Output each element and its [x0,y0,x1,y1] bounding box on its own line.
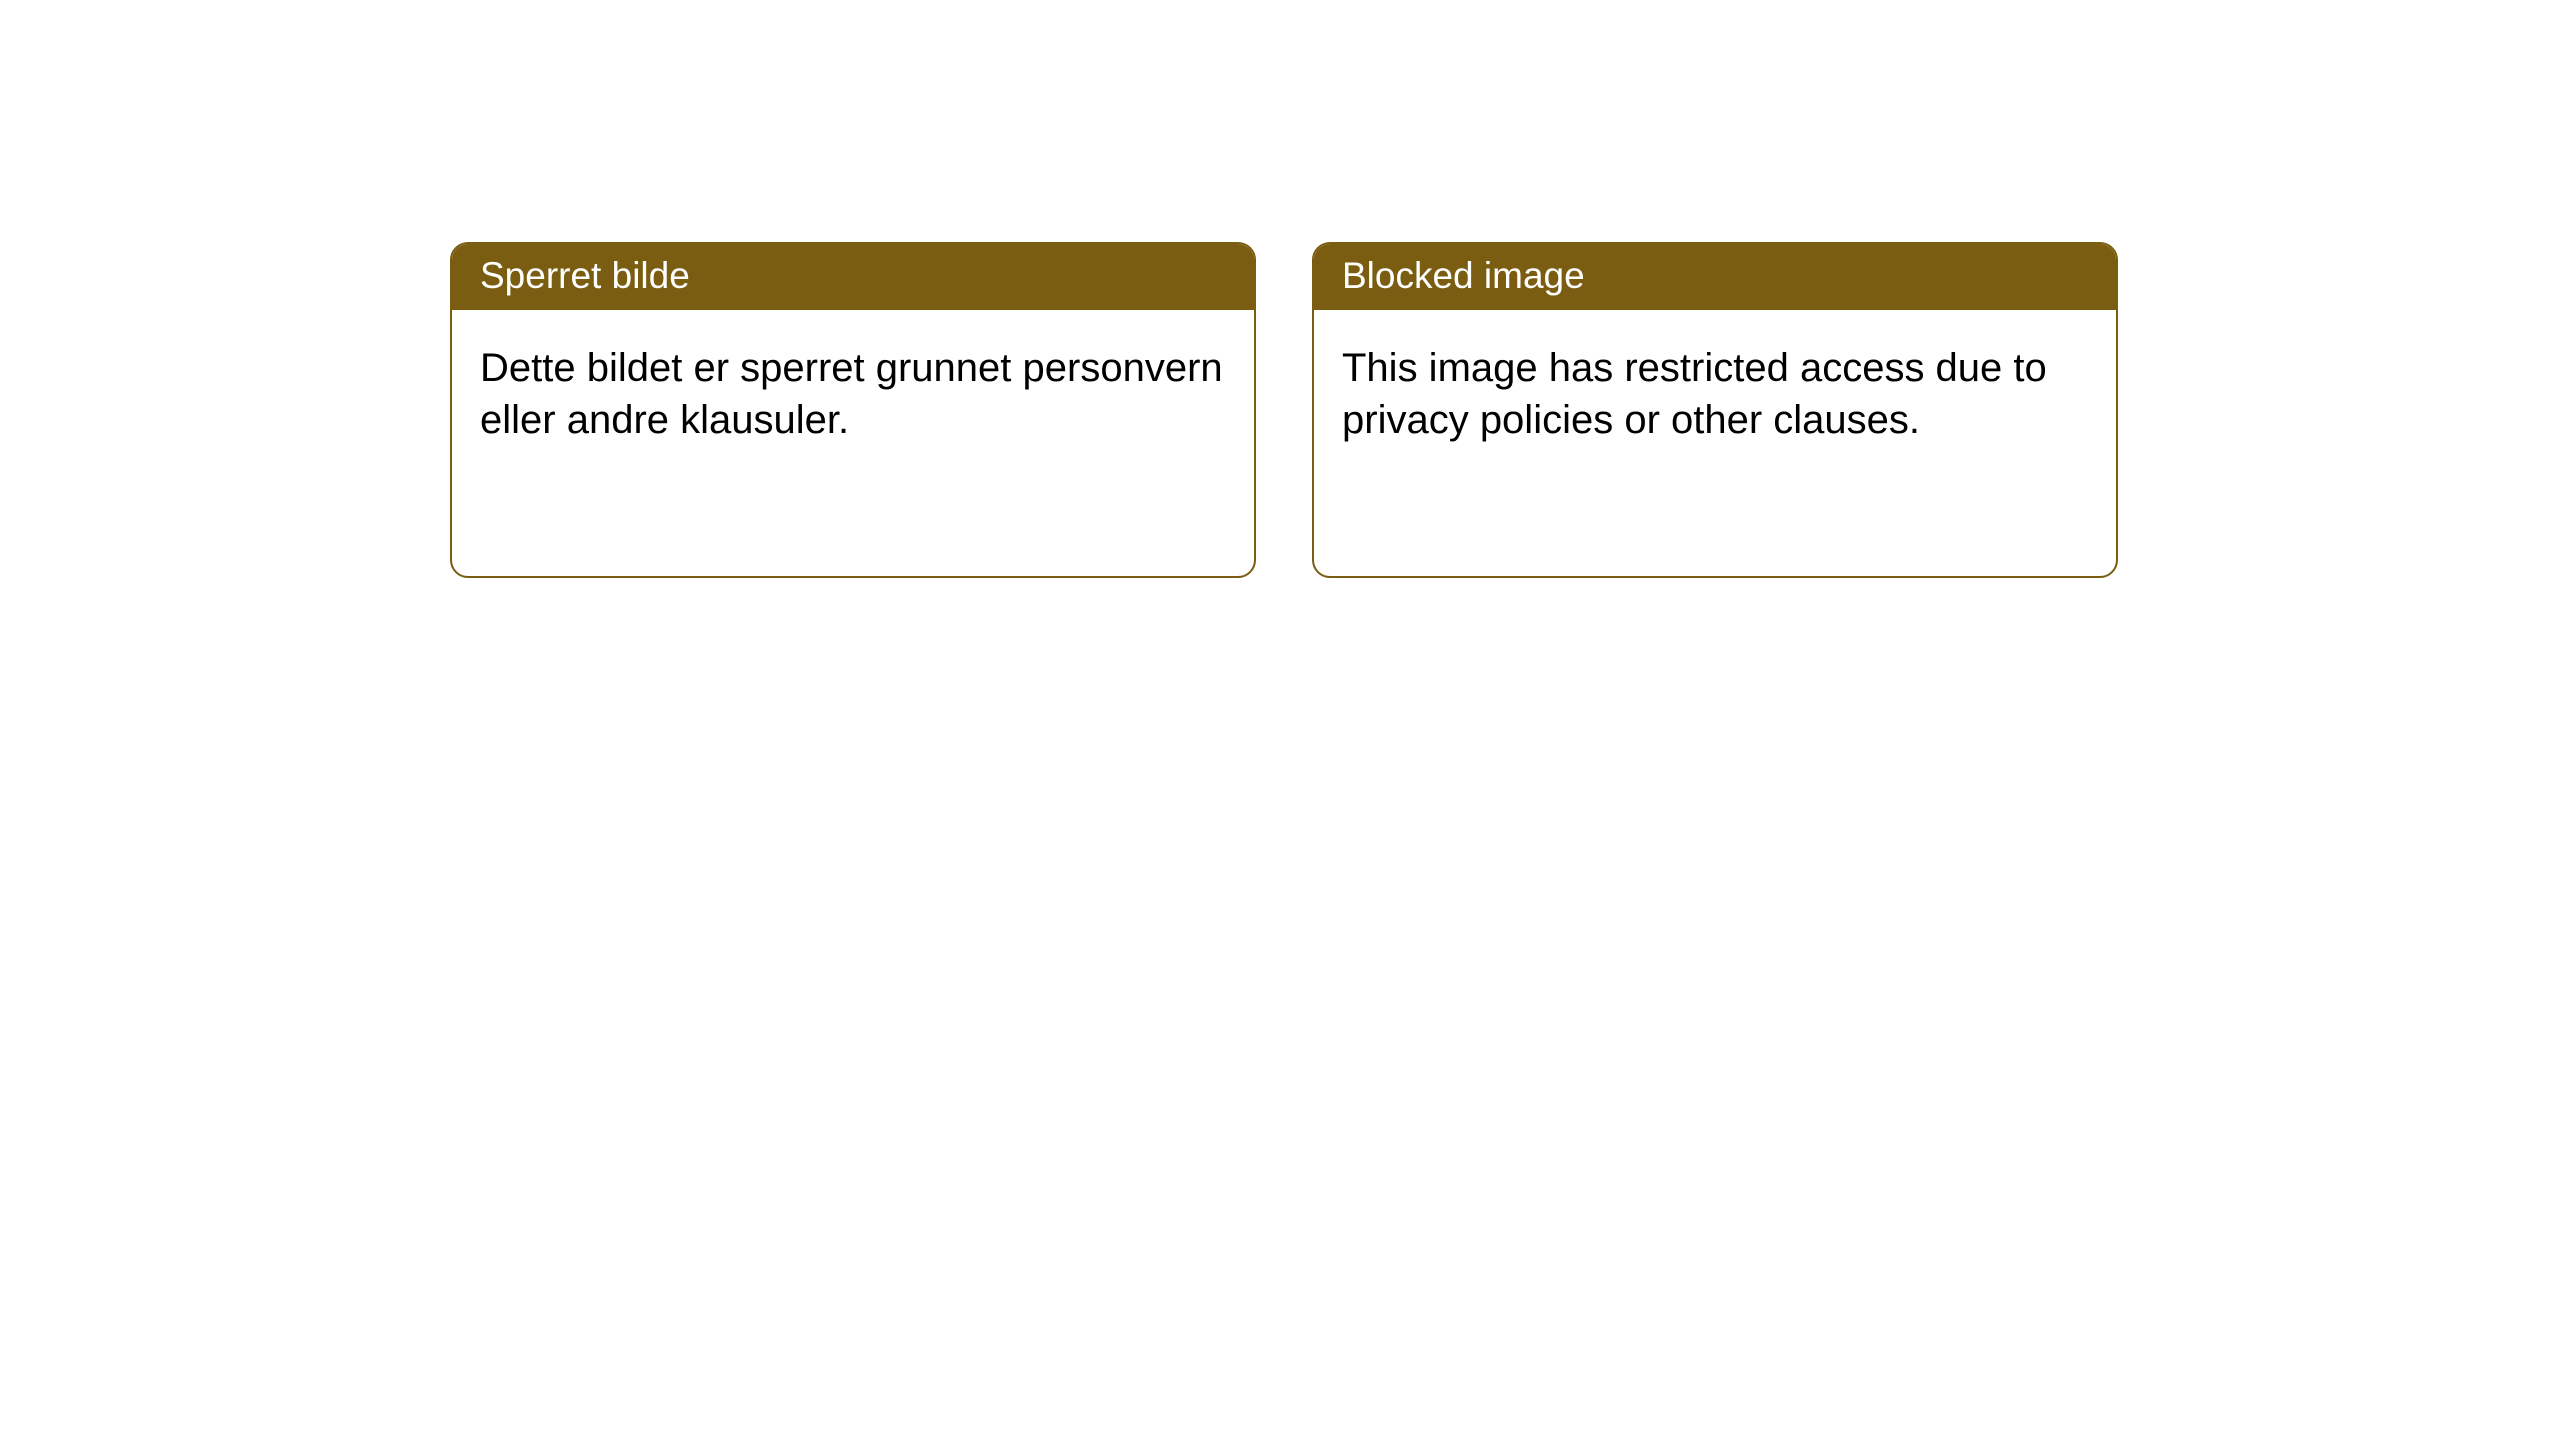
notice-title: Blocked image [1342,255,1585,296]
notice-body: This image has restricted access due to … [1314,310,2116,478]
notice-header: Blocked image [1314,244,2116,310]
notice-body-text: Dette bildet er sperret grunnet personve… [480,346,1223,442]
notice-box-english: Blocked image This image has restricted … [1312,242,2118,578]
notices-container: Sperret bilde Dette bildet er sperret gr… [450,242,2118,578]
notice-title: Sperret bilde [480,255,690,296]
notice-body-text: This image has restricted access due to … [1342,346,2047,442]
notice-body: Dette bildet er sperret grunnet personve… [452,310,1254,478]
notice-box-norwegian: Sperret bilde Dette bildet er sperret gr… [450,242,1256,578]
notice-header: Sperret bilde [452,244,1254,310]
